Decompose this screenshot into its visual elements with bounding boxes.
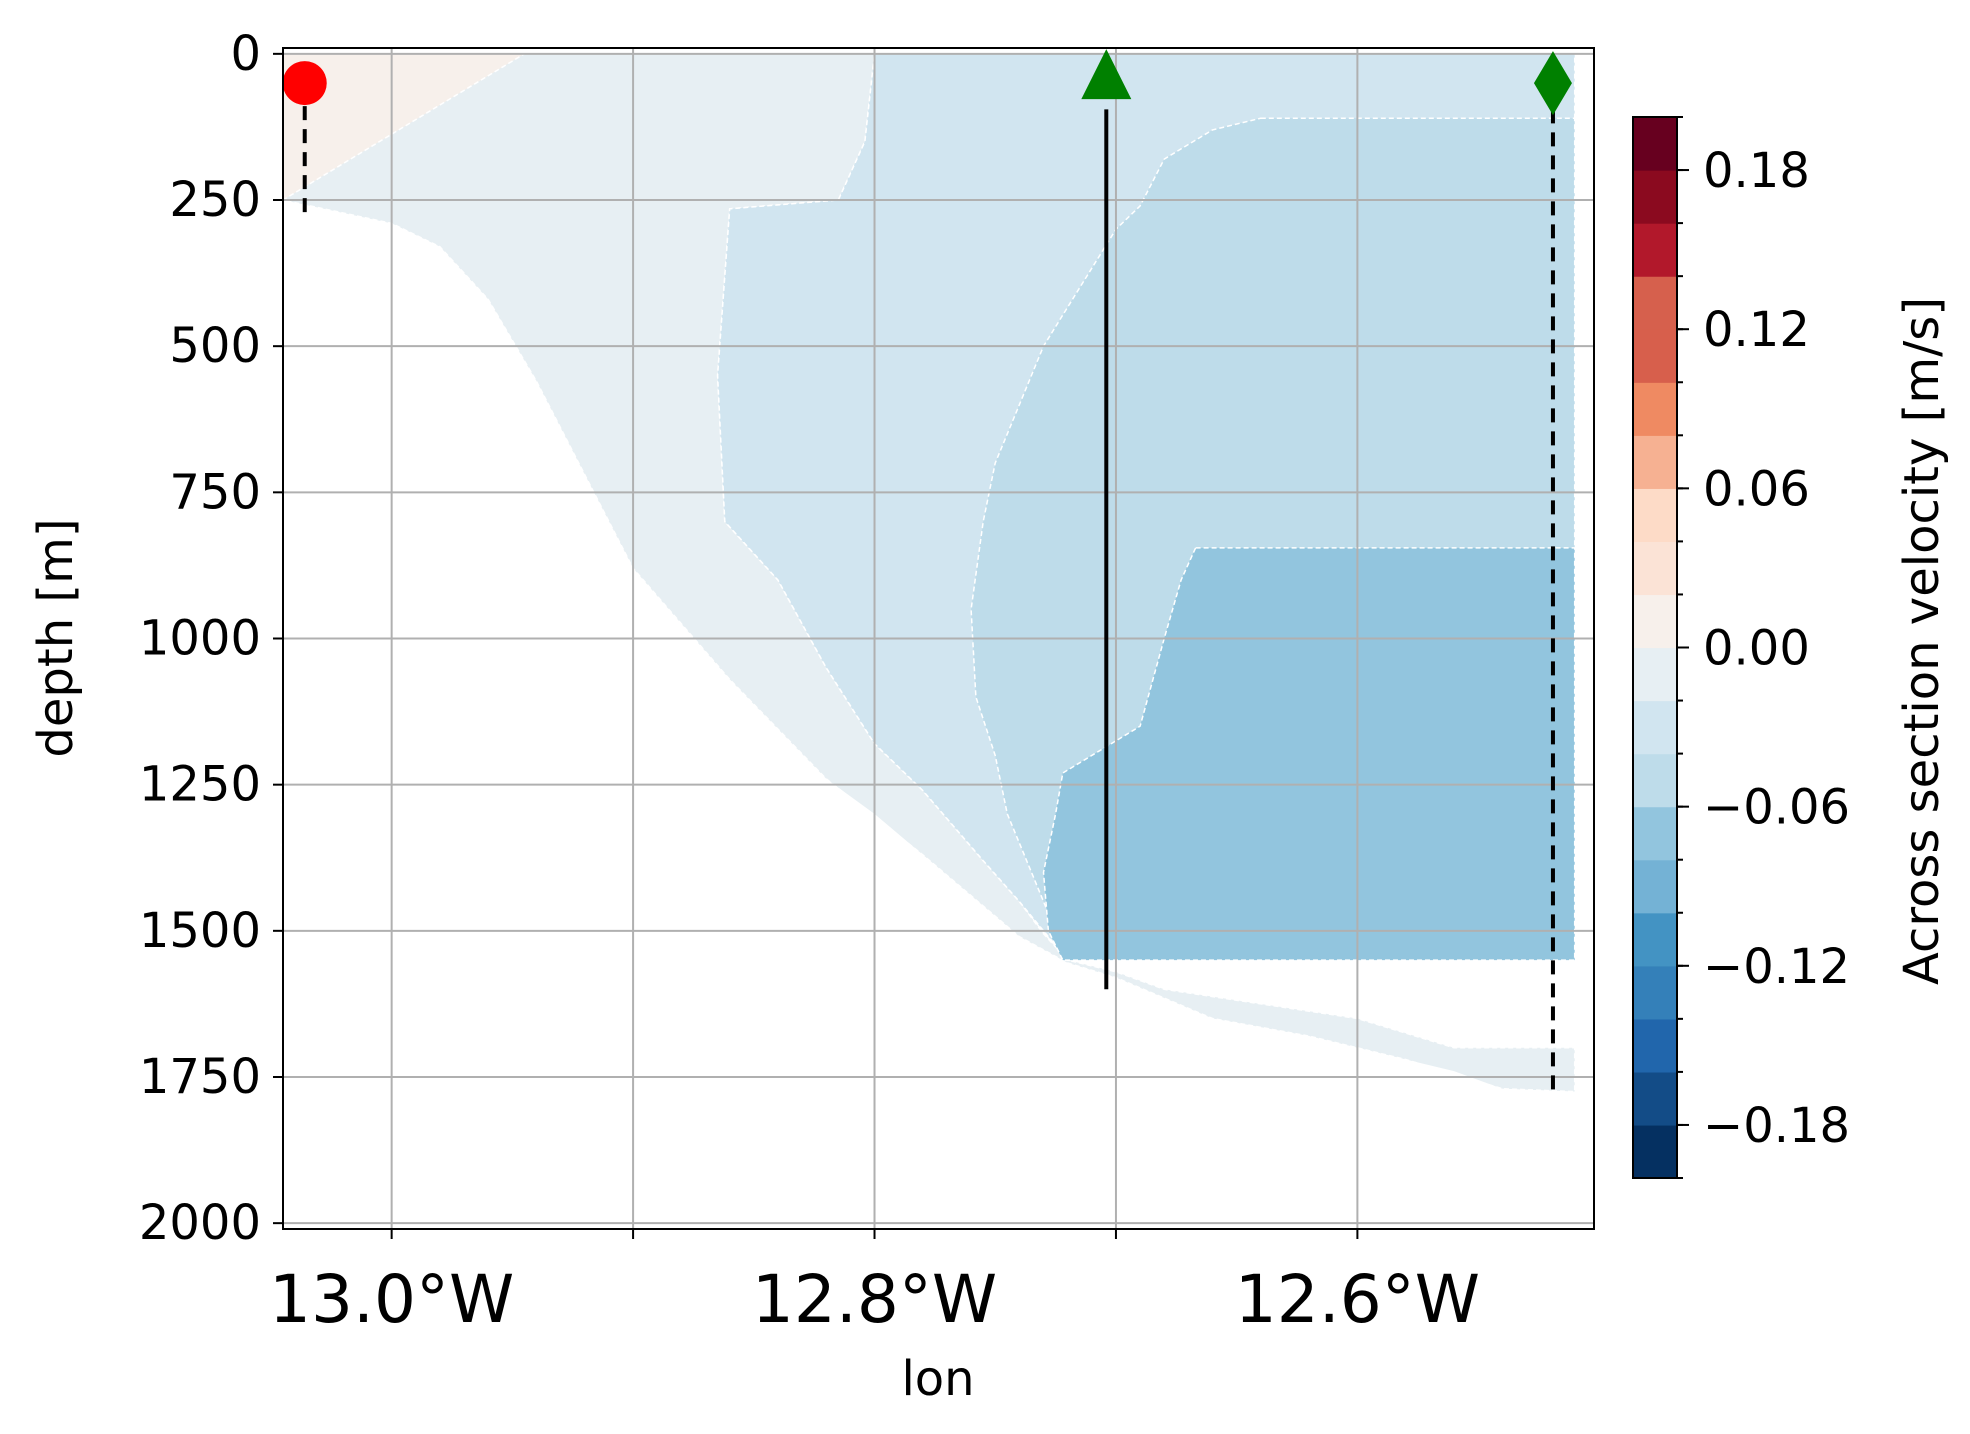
y-tick-label: 1250 (139, 757, 261, 813)
colorbar-swatch (1633, 435, 1677, 489)
colorbar-swatch (1633, 859, 1677, 914)
colorbar-swatch (1633, 276, 1677, 330)
colorbar-swatch (1633, 753, 1677, 808)
station-markers (283, 49, 1572, 116)
colorbar-swatch (1633, 117, 1677, 171)
y-tick-label: 1000 (139, 611, 261, 667)
x-axis: 13.0°W 12.8°W 12.6°W (269, 1229, 1480, 1338)
velocity-region-deep-core-negative (1042, 547, 1576, 961)
colorbar-swatch (1633, 1124, 1677, 1179)
colorbar-swatch (1633, 488, 1677, 542)
colorbar-tick-label: 0.00 (1703, 621, 1810, 677)
colorbar-tick-label: −0.12 (1703, 939, 1850, 995)
station-lines (302, 83, 1555, 1098)
colorbar-swatch (1633, 1018, 1677, 1073)
y-axis: 0 250 500 750 1000 1250 1500 1750 2000 (139, 26, 283, 1251)
colorbar-tick-label: −0.18 (1703, 1098, 1850, 1154)
colorbar-swatch (1633, 700, 1677, 755)
colorbar-tick-label: 0.18 (1703, 143, 1810, 199)
colorbar-swatch (1633, 382, 1677, 436)
start-station-marker (283, 61, 327, 106)
seafloor-mask (283, 200, 1594, 1229)
x-tick-label: 13.0°W (269, 1261, 514, 1338)
colorbar-swatch (1633, 965, 1677, 1020)
colorbar-tick-label: 0.12 (1703, 302, 1810, 358)
grid-lines (283, 48, 1594, 1229)
y-axis-label: depth [m] (28, 518, 84, 757)
y-tick-label: 0 (230, 26, 261, 82)
end-station-marker (1533, 51, 1572, 116)
x-axis-label: lon (901, 1351, 974, 1407)
colorbar-swatch (1633, 912, 1677, 967)
colorbar-swatch (1633, 170, 1677, 224)
colorbar-swatch (1633, 1071, 1677, 1126)
y-tick-label: 750 (169, 464, 261, 520)
y-tick-label: 250 (169, 172, 261, 228)
velocity-field (283, 53, 1594, 1229)
colorbar-swatch (1633, 223, 1677, 277)
colorbar-swatch (1633, 647, 1677, 702)
y-tick-label: 2000 (139, 1195, 261, 1251)
mooring-marker (1081, 49, 1132, 100)
y-tick-label: 1500 (139, 903, 261, 959)
colorbar-swatch (1633, 594, 1677, 649)
colorbar: 0.18 0.12 0.06 0.00 −0.06 −0.12 −0.18 (1632, 116, 1850, 1179)
colorbar-tick-label: 0.06 (1703, 461, 1810, 517)
x-tick-label: 12.6°W (1235, 1261, 1480, 1338)
x-tick-label: 12.8°W (752, 1261, 997, 1338)
plot-area (283, 48, 1594, 1229)
y-tick-label: 1750 (139, 1049, 261, 1105)
colorbar-swatch (1633, 541, 1677, 596)
colorbar-swatch (1633, 806, 1677, 861)
colorbar-swatch (1633, 329, 1677, 383)
colorbar-label: Across section velocity [m/s] (1894, 297, 1950, 985)
y-tick-label: 500 (169, 318, 261, 374)
colorbar-tick-label: −0.06 (1703, 780, 1850, 836)
